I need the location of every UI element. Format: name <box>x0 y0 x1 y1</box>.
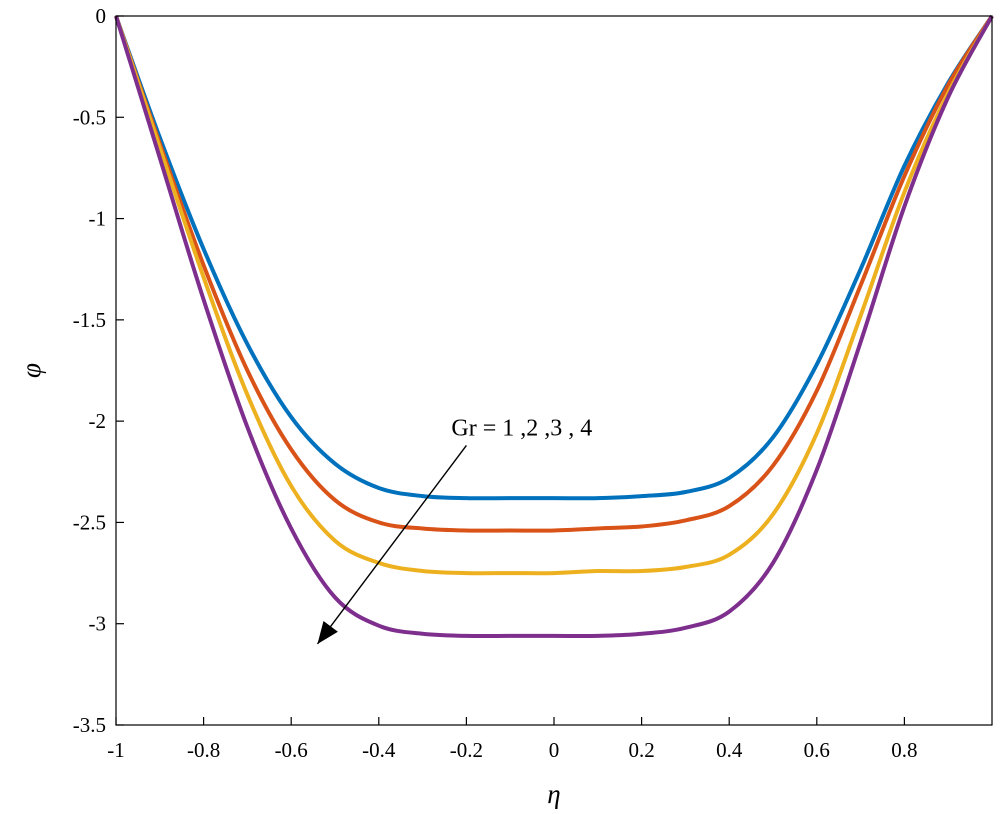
y-tick-label: -0.5 <box>73 105 106 129</box>
x-tick-label: -0.8 <box>187 738 220 762</box>
annotation-layer: Gr = 1 ,2 ,3 , 4 <box>316 415 592 645</box>
x-axis-label: η <box>547 779 560 809</box>
x-tick-label: 0 <box>549 738 560 762</box>
x-tick-label: -0.4 <box>362 738 396 762</box>
x-tick-label: -0.2 <box>450 738 483 762</box>
y-tick-label: 0 <box>96 4 107 28</box>
y-tick-label: -1 <box>89 207 107 231</box>
series-layer <box>114 14 994 639</box>
y-tick-label: -1.5 <box>73 308 106 332</box>
x-tick-label: 0.2 <box>628 738 654 762</box>
y-axis-label: φ <box>16 363 46 378</box>
series-line-3 <box>114 15 994 576</box>
y-tick-label: -3 <box>89 612 107 636</box>
annotation-arrowhead <box>317 620 338 644</box>
y-tick-label: -3.5 <box>73 713 106 737</box>
series-line-4 <box>114 15 994 639</box>
y-tick-label: -2 <box>89 409 107 433</box>
x-tick-label: 0.6 <box>804 738 830 762</box>
y-tick-label: -2.5 <box>73 510 106 534</box>
ticks-layer: -1 -0.8 -0.6 -0.4 -0.2 0 0.2 0.4 0.6 0.8 0 -0.5 -1 -1… <box>73 4 918 762</box>
x-tick-label: 0.8 <box>891 738 917 762</box>
x-tick-label: -1 <box>107 738 125 762</box>
x-tick-label: 0.4 <box>716 738 743 762</box>
series-line-1 <box>114 14 994 501</box>
gr-annotation: Gr = 1 ,2 ,3 , 4 <box>451 415 592 441</box>
series-line-2 <box>114 14 994 533</box>
x-tick-label: -0.6 <box>275 738 308 762</box>
annotation-arrow-line <box>316 445 467 645</box>
